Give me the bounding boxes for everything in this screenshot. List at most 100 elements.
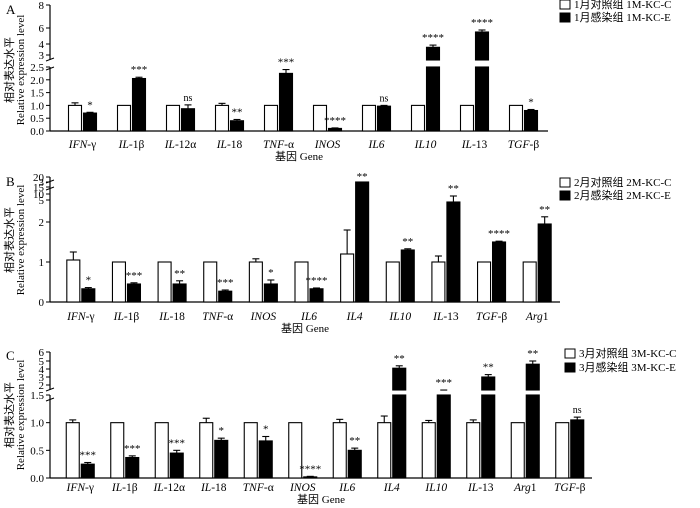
category-label-gene: IL [158, 311, 169, 323]
y-tick-label: 0.0 [30, 126, 44, 138]
bar-control [431, 261, 446, 303]
bar-control [243, 422, 258, 479]
category-label: IL10 [424, 482, 447, 494]
category-label: IFN-γ [66, 482, 94, 494]
bar-control [294, 261, 309, 303]
bar-control [203, 261, 218, 303]
category-label: INOS [289, 482, 316, 494]
y-tick-label: 0.0 [30, 473, 44, 485]
y-tick-label: 6 [39, 23, 45, 35]
category-label-suffix: -α [223, 311, 233, 323]
y-axis-label: Relative expression level [15, 185, 27, 296]
bar-control [263, 104, 279, 132]
bar-control [66, 259, 81, 303]
y-tick-label: 0 [39, 297, 45, 309]
category-label-gene: IL6 [338, 482, 355, 494]
bar-control [385, 261, 400, 303]
category-label: IL-1β [111, 482, 138, 494]
significance-label: *** [436, 377, 453, 389]
category-label-gene: INOS [289, 482, 316, 494]
significance-label: ns [380, 93, 389, 104]
significance-label: * [219, 425, 225, 437]
category-label-suffix: -18 [227, 139, 243, 151]
axis-break-mark [45, 387, 55, 392]
category-label: TGF-β [508, 139, 540, 151]
y-tick-label: 5 [39, 356, 45, 368]
y-tick-label: 10 [33, 189, 45, 201]
y-tick-label: 2 [39, 217, 45, 229]
bar-control [157, 261, 172, 303]
category-label-gene: TGF [554, 482, 577, 494]
significance-label: *** [126, 270, 143, 282]
category-label-gene: IL [164, 139, 175, 151]
bar-control [555, 422, 570, 479]
category-label: IL4 [346, 311, 363, 323]
category-label-suffix: -13 [472, 139, 488, 151]
category-label: IL-12α [152, 482, 185, 494]
category-label-gene: IL [461, 139, 472, 151]
significance-label: ** [394, 353, 405, 365]
bar-control [508, 104, 524, 132]
y-tick-label: 2.0 [30, 75, 44, 87]
category-label-gene: IL4 [383, 482, 400, 494]
category-label: IFN-γ [68, 139, 96, 151]
y-tick-label: 3 [39, 177, 45, 189]
y-tick-label: 3 [39, 372, 45, 384]
category-label: Arg1 [513, 482, 537, 494]
y-axis-label: Relative expression level [15, 360, 27, 471]
bar-infected [425, 46, 441, 61]
bar-infected [523, 109, 539, 132]
significance-label: ** [349, 435, 360, 447]
significance-label: *** [124, 443, 141, 455]
bar-control [116, 104, 132, 132]
bar-infected [131, 77, 147, 132]
bar-control [332, 422, 347, 479]
significance-label: **** [324, 115, 346, 127]
axis-break-mark [45, 57, 55, 62]
category-label: TNF-α [243, 482, 274, 494]
y-tick-label: 0.5 [30, 113, 44, 125]
axis-break-mark [45, 397, 55, 402]
significance-label: ns [184, 93, 193, 104]
y-tick-label: 1.0 [30, 418, 44, 430]
y-tick-label: 3 [39, 50, 45, 62]
category-label-gene: IFN [68, 139, 89, 151]
bar-control [67, 104, 83, 132]
legend-label: 3月对照组 3M-KC-C [579, 346, 676, 360]
legend-swatch-control [559, 177, 571, 188]
category-label-suffix: -α [284, 139, 294, 151]
bar-infected [355, 181, 370, 303]
significance-label: * [263, 424, 269, 436]
bar-control [466, 422, 481, 479]
significance-label: ** [402, 236, 413, 248]
category-label-gene: IL [216, 139, 227, 151]
category-label-gene: IL10 [424, 482, 447, 494]
bar-infected [309, 288, 324, 303]
panel-label: C [6, 348, 15, 363]
x-axis-label: 基因 Gene [297, 493, 345, 506]
bar-infected [180, 108, 196, 132]
category-label-suffix: -13 [478, 482, 494, 494]
significance-label: * [86, 275, 92, 287]
category-label-gene: TNF [202, 311, 224, 323]
bar-control [199, 422, 214, 479]
axis-break-mark [45, 186, 55, 191]
category-label-suffix: -γ [85, 482, 94, 494]
bar-control [361, 104, 377, 132]
category-label-gene: IL [113, 311, 124, 323]
significance-label: ** [539, 204, 550, 216]
y-axis-label-cn: 相对表达水平 [2, 207, 16, 273]
y-tick-label: 1.5 [30, 390, 44, 402]
category-label-suffix: -12α [175, 139, 196, 151]
bar-infected [263, 283, 278, 303]
bar-control [421, 422, 436, 479]
bar-infected [570, 419, 585, 479]
bar-control [410, 104, 426, 132]
bar-infected [258, 440, 273, 479]
bar-infected [81, 288, 96, 303]
category-label-suffix: -β [576, 482, 586, 494]
significance-label: **** [299, 463, 321, 475]
